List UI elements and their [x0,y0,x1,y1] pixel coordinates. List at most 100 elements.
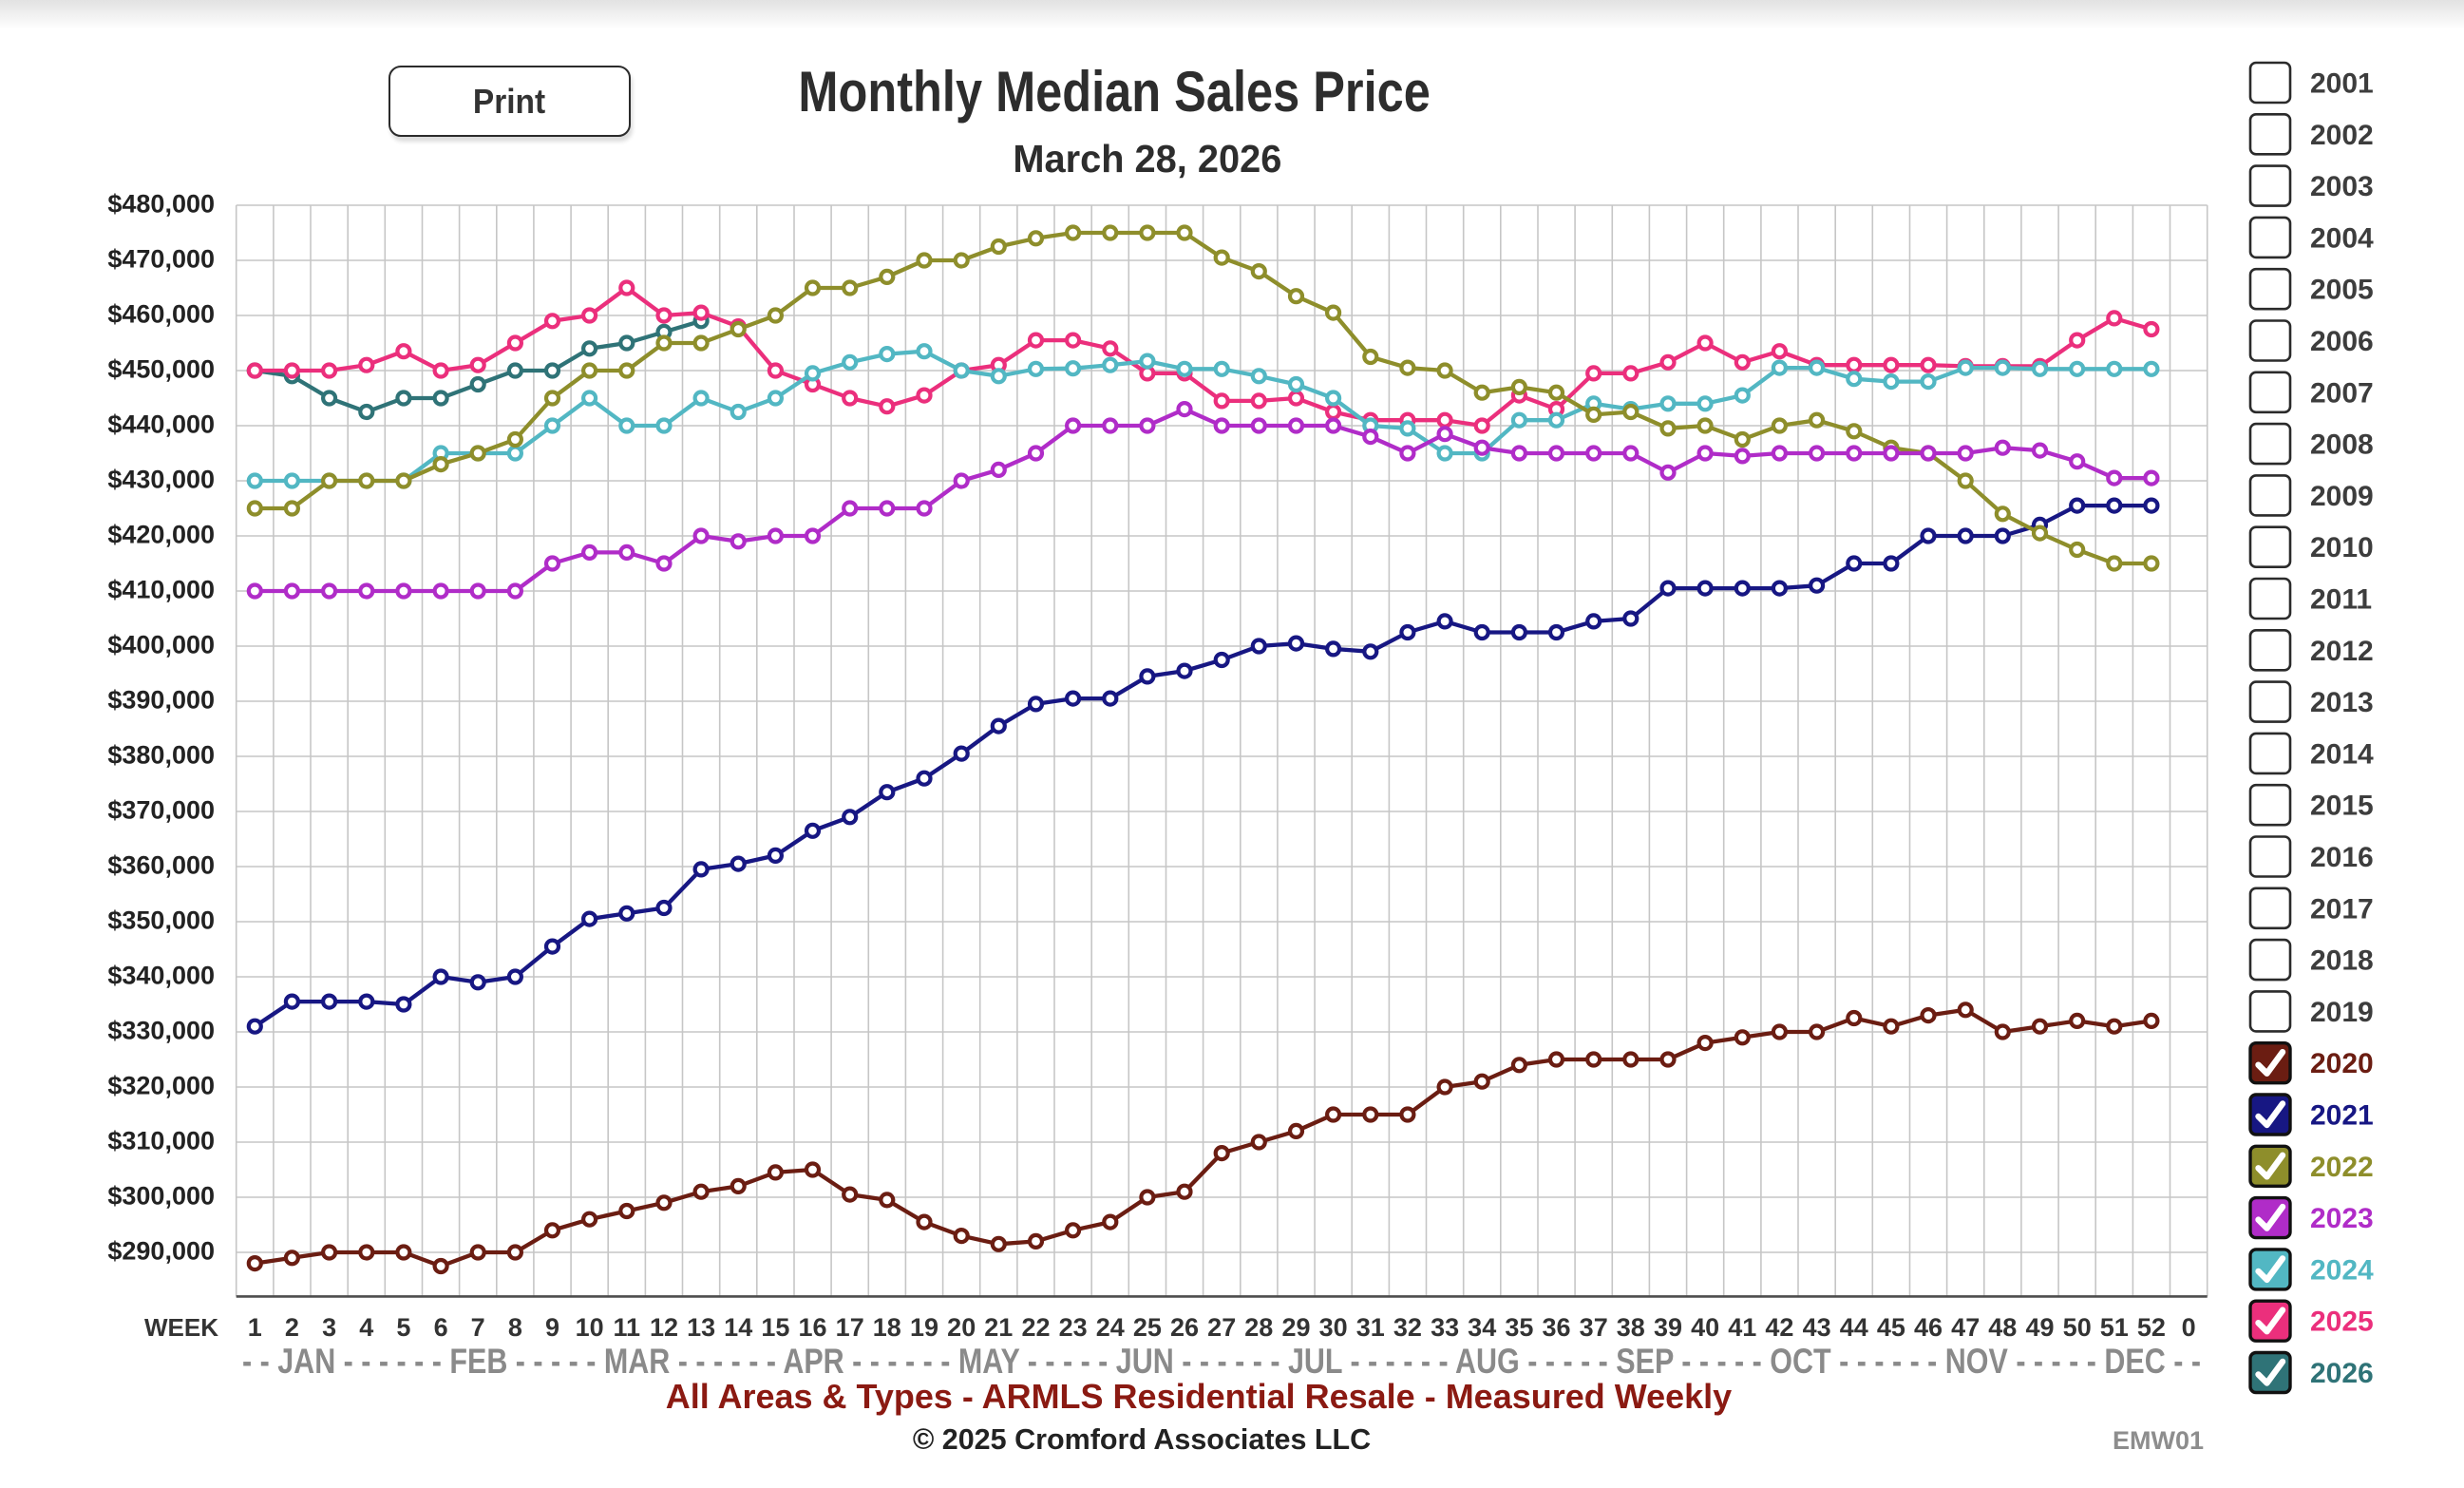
svg-text:51: 51 [2100,1313,2129,1342]
svg-text:$440,000: $440,000 [107,410,215,439]
svg-text:2016: 2016 [2310,842,2374,873]
svg-text:16: 16 [798,1313,826,1342]
svg-text:18: 18 [873,1313,901,1342]
svg-text:$470,000: $470,000 [107,245,215,274]
svg-text:$340,000: $340,000 [107,962,215,990]
svg-text:All Areas & Types - ARMLS Resi: All Areas & Types - ARMLS Residential Re… [666,1377,1732,1416]
svg-text:2013: 2013 [2310,687,2374,718]
svg-text:19: 19 [910,1313,938,1342]
svg-text:$400,000: $400,000 [107,631,215,659]
svg-text:$290,000: $290,000 [107,1237,215,1266]
svg-text:8: 8 [508,1313,522,1342]
svg-text:2025: 2025 [2310,1307,2374,1338]
svg-text:2026: 2026 [2310,1358,2374,1389]
svg-text:38: 38 [1617,1313,1645,1342]
svg-text:9: 9 [545,1313,559,1342]
svg-text:35: 35 [1505,1313,1533,1342]
svg-text:- - JAN - - - - - - FEB - - -: - - JAN - - - - - - FEB - - - - - MAR - … [242,1341,2201,1381]
svg-text:21: 21 [984,1313,1013,1342]
svg-text:$300,000: $300,000 [107,1182,215,1211]
svg-text:WEEK: WEEK [144,1313,218,1342]
svg-text:20: 20 [947,1313,976,1342]
svg-text:12: 12 [650,1313,678,1342]
svg-text:47: 47 [1951,1313,1980,1342]
svg-text:EMW01: EMW01 [2113,1426,2204,1455]
svg-text:31: 31 [1356,1313,1385,1342]
svg-text:2004: 2004 [2310,222,2374,254]
svg-text:30: 30 [1319,1313,1348,1342]
svg-text:$370,000: $370,000 [107,796,215,825]
svg-text:48: 48 [1988,1313,2017,1342]
svg-text:10: 10 [576,1313,604,1342]
svg-text:36: 36 [1542,1313,1570,1342]
svg-text:$380,000: $380,000 [107,741,215,770]
svg-text:44: 44 [1840,1313,1868,1342]
svg-text:39: 39 [1654,1313,1682,1342]
svg-text:2015: 2015 [2310,791,2374,822]
svg-text:2017: 2017 [2310,893,2374,925]
svg-text:24: 24 [1096,1313,1125,1342]
svg-text:5: 5 [396,1313,410,1342]
svg-text:41: 41 [1728,1313,1756,1342]
svg-text:23: 23 [1059,1313,1088,1342]
svg-text:7: 7 [471,1313,485,1342]
svg-text:50: 50 [2063,1313,2092,1342]
svg-text:40: 40 [1691,1313,1719,1342]
svg-text:2: 2 [285,1313,299,1342]
svg-text:$320,000: $320,000 [107,1072,215,1100]
svg-text:© 2025 Cromford Associates LLC: © 2025 Cromford Associates LLC [913,1423,1371,1456]
svg-text:43: 43 [1803,1313,1831,1342]
svg-text:15: 15 [761,1313,789,1342]
svg-text:2002: 2002 [2310,120,2374,151]
svg-text:45: 45 [1877,1313,1905,1342]
svg-text:2008: 2008 [2310,429,2374,461]
svg-text:$390,000: $390,000 [107,686,215,715]
svg-text:2022: 2022 [2310,1152,2374,1183]
svg-text:0: 0 [2182,1313,2196,1342]
svg-text:2018: 2018 [2310,945,2374,977]
svg-text:42: 42 [1765,1313,1793,1342]
svg-text:$310,000: $310,000 [107,1127,215,1155]
svg-text:$480,000: $480,000 [107,190,215,219]
svg-text:32: 32 [1393,1313,1422,1342]
svg-text:34: 34 [1468,1313,1496,1342]
svg-text:14: 14 [724,1313,752,1342]
svg-text:$330,000: $330,000 [107,1017,215,1045]
svg-text:2011: 2011 [2310,584,2372,616]
svg-text:$430,000: $430,000 [107,466,215,494]
svg-text:2009: 2009 [2310,481,2374,512]
svg-text:2003: 2003 [2310,171,2374,202]
svg-text:$360,000: $360,000 [107,851,215,880]
svg-text:17: 17 [836,1313,864,1342]
svg-text:27: 27 [1207,1313,1236,1342]
svg-text:2023: 2023 [2310,1203,2374,1234]
svg-text:33: 33 [1431,1313,1459,1342]
svg-text:6: 6 [434,1313,448,1342]
svg-text:49: 49 [2025,1313,2054,1342]
svg-text:26: 26 [1170,1313,1199,1342]
svg-text:$460,000: $460,000 [107,300,215,329]
svg-text:46: 46 [1914,1313,1943,1342]
svg-text:2012: 2012 [2310,636,2374,667]
svg-text:28: 28 [1244,1313,1273,1342]
svg-text:52: 52 [2137,1313,2166,1342]
svg-text:2024: 2024 [2310,1254,2374,1286]
svg-text:$350,000: $350,000 [107,906,215,935]
svg-text:22: 22 [1021,1313,1050,1342]
svg-text:$450,000: $450,000 [107,355,215,384]
svg-text:3: 3 [322,1313,336,1342]
svg-text:4: 4 [359,1313,373,1342]
svg-text:2021: 2021 [2310,1100,2374,1132]
svg-text:2001: 2001 [2310,68,2374,100]
svg-text:2005: 2005 [2310,275,2374,306]
svg-text:25: 25 [1133,1313,1162,1342]
svg-text:2010: 2010 [2310,532,2374,563]
svg-text:2014: 2014 [2310,738,2374,770]
svg-text:2020: 2020 [2310,1048,2374,1079]
svg-text:2019: 2019 [2310,997,2374,1028]
svg-text:11: 11 [614,1313,641,1342]
svg-text:37: 37 [1580,1313,1608,1342]
svg-text:1: 1 [248,1313,262,1342]
svg-text:2006: 2006 [2310,326,2374,357]
svg-text:$410,000: $410,000 [107,576,215,604]
